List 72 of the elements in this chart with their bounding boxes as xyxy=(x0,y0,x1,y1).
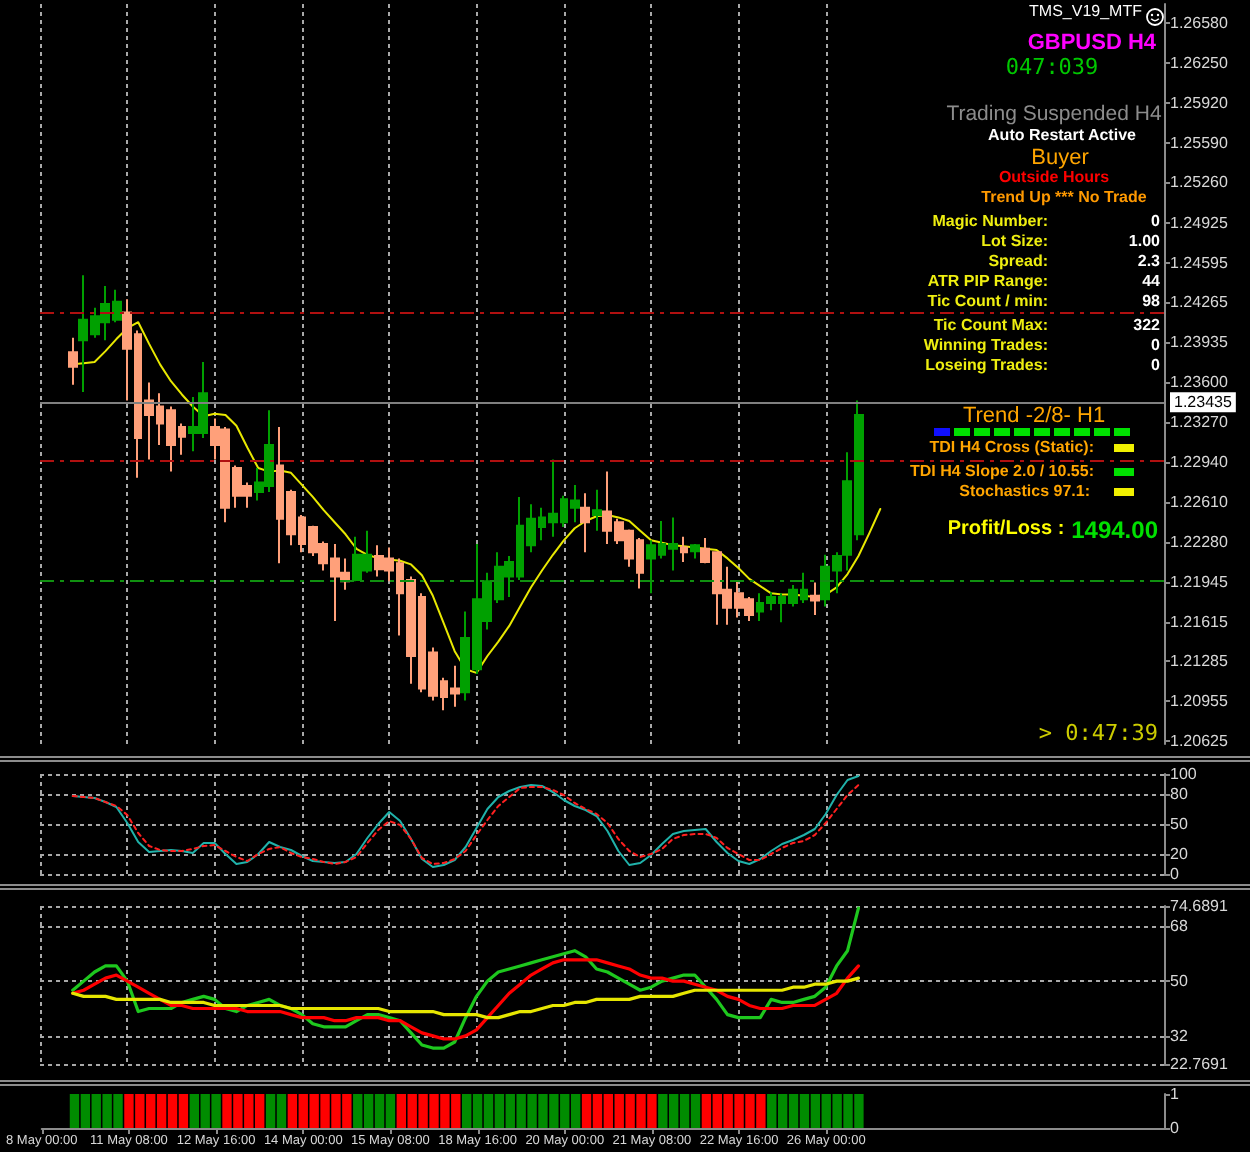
y-tick-label: 80 xyxy=(1170,785,1189,803)
y-tick-label: 1.21285 xyxy=(1170,652,1229,671)
annotation: Outside Hours xyxy=(998,168,1110,188)
annotation: 0 xyxy=(1151,336,1160,356)
annotation: 2.3 xyxy=(1137,252,1160,272)
y-tick-label: 1.23935 xyxy=(1170,333,1229,352)
annotation: ATR PIP Range: xyxy=(927,272,1048,292)
y-tick-label: 1.23600 xyxy=(1170,373,1229,392)
y-tick-label: 20 xyxy=(1170,845,1189,863)
annotation: 0 xyxy=(1151,356,1160,376)
y-tick-label: 1.20625 xyxy=(1170,731,1229,750)
line-series xyxy=(71,976,861,1020)
y-tick-label: 0 xyxy=(1170,1119,1180,1137)
y-tick-label: 74.6891 xyxy=(1170,897,1229,915)
annotation: Trend Up *** No Trade xyxy=(981,188,1147,208)
annotation: Auto Restart Active xyxy=(988,126,1136,146)
annotation: Lot Size: xyxy=(981,232,1048,252)
y-tick-label: 1.24925 xyxy=(1170,213,1229,232)
candlestick xyxy=(680,535,688,564)
annotation: Winning Trades: xyxy=(923,336,1048,356)
y-tick-label: 1.22610 xyxy=(1170,492,1229,511)
annotation: 44 xyxy=(1142,272,1160,292)
candlestick xyxy=(68,336,78,386)
y-tick-label: 1.23270 xyxy=(1170,413,1229,432)
y-tick-label: 1.21615 xyxy=(1170,612,1229,631)
y-tick-label: 1 xyxy=(1170,1085,1180,1103)
text: GBPUSD H4 xyxy=(1027,31,1158,55)
annotation: 1.00 xyxy=(1128,232,1160,252)
y-tick-label: 1.21945 xyxy=(1170,572,1229,591)
y-tick-label: 1.24595 xyxy=(1170,253,1229,272)
line-series xyxy=(71,958,861,1041)
annotation: Trend -2/8- H1 xyxy=(962,403,1106,429)
y-tick-label: 1.25260 xyxy=(1170,173,1229,192)
candlestick xyxy=(580,492,590,554)
y-tick-label: 1.26250 xyxy=(1170,54,1229,73)
y-tick-label: 1.20955 xyxy=(1170,692,1229,711)
y-tick-label: 32 xyxy=(1170,1026,1189,1045)
line-series xyxy=(71,906,861,1050)
y-tick-label: 22.7691 xyxy=(1170,1055,1229,1073)
annotation: 322 xyxy=(1133,316,1160,336)
annotation: Tic Count Max: xyxy=(933,316,1048,336)
y-tick-label: 68 xyxy=(1170,917,1189,936)
y-tick-label: 1.22940 xyxy=(1170,452,1229,471)
annotation: Magic Number: xyxy=(932,212,1048,232)
annotation: 0 xyxy=(1151,212,1160,232)
y-tick-label: 1.25590 xyxy=(1170,133,1229,152)
annotation: TDI H4 Slope 2.0 / 10.55: xyxy=(909,462,1094,482)
candlestick xyxy=(592,488,602,532)
y-tick-label: 1.26580 xyxy=(1170,14,1229,33)
annotation: Buyer xyxy=(1031,145,1089,169)
candlestick xyxy=(690,542,700,560)
ref-line-label: 1.23435 xyxy=(1174,393,1233,412)
y-tick-label: 50 xyxy=(1170,815,1189,833)
annotation: TMS_V19_MTF xyxy=(1029,2,1142,22)
y-tick-label: 1.22280 xyxy=(1170,532,1229,551)
y-tick-label: 1.25920 xyxy=(1170,93,1229,112)
y-tick-label: 50 xyxy=(1170,972,1189,991)
candlestick xyxy=(810,581,820,617)
annotation: Profit/Loss : xyxy=(947,518,1065,542)
annotation: Tic Count / min: xyxy=(927,292,1048,312)
annotation: Loseing Trades: xyxy=(925,356,1048,376)
y-tick-label: 1.24265 xyxy=(1170,293,1229,312)
annotation: Stochastics 97.1: xyxy=(959,482,1090,502)
annotation: Spread: xyxy=(988,252,1048,272)
annotation: > 0:47:39 xyxy=(1038,719,1158,745)
annotation: 98 xyxy=(1142,292,1160,312)
annotation: 1494.00 xyxy=(1071,516,1158,544)
y-tick-label: 100 xyxy=(1170,765,1198,783)
annotation: TDI H4 Cross (Static): xyxy=(929,438,1094,458)
annotation: Trading Suspended H4 xyxy=(946,101,1162,127)
y-tick-label: 0 xyxy=(1170,865,1180,883)
annotation: 047:039 xyxy=(1005,53,1099,79)
